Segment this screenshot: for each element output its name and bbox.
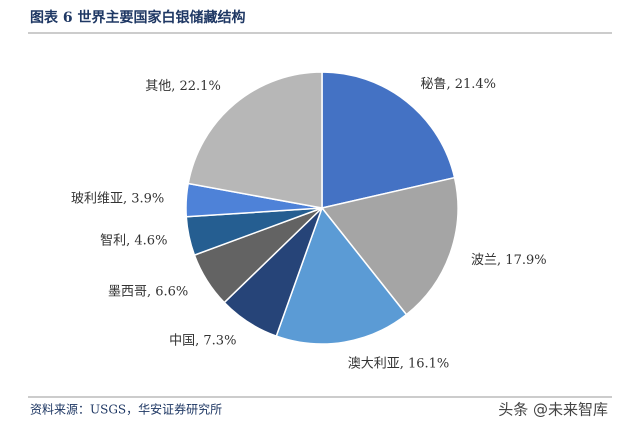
slice-label: 秘鲁, 21.4% [420, 77, 496, 92]
pie-slice [321, 71, 456, 209]
pie-slice [275, 206, 408, 345]
chart-title: 图表 6 世界主要国家白银储藏结构 [30, 9, 246, 26]
slice-label: 澳大利亚, 16.1% [348, 355, 450, 371]
slice-label: 智利, 4.6% [100, 233, 167, 248]
pie-slice [187, 71, 323, 209]
watermark: 头条 @未来智库 [498, 401, 608, 419]
slice-label: 墨西哥, 6.6% [108, 285, 188, 300]
slice-label: 中国, 7.3% [169, 333, 236, 348]
source: 资料来源：USGS，华安证券研究所 [30, 402, 222, 417]
pie-slice [320, 176, 459, 316]
slice-label: 其他, 22.1% [145, 79, 221, 94]
slice-label: 玻利维亚, 3.9% [71, 191, 164, 206]
slice-label: 波兰, 17.9% [471, 253, 547, 268]
